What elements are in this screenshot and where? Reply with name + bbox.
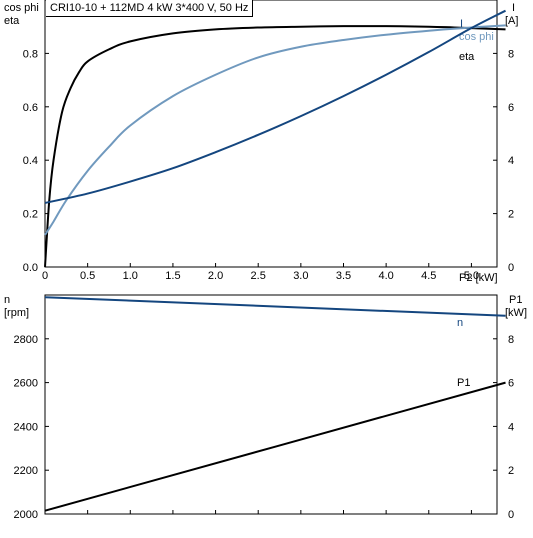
- top-left-tick-label: 0.6: [23, 102, 38, 114]
- top-right-axis-label-1: I: [512, 2, 515, 14]
- bottom-tick-group: 2000 2200 2400 2600 2800 0 2 4 6 8: [14, 334, 515, 521]
- n-series-label: n: [457, 317, 463, 329]
- p1-curve: [44, 381, 506, 512]
- top-right-tick-label: 4: [508, 155, 514, 167]
- cos-phi-curve: [44, 24, 506, 236]
- top-right-tick-label: 6: [508, 102, 514, 114]
- bottom-left-tick-label: 2200: [14, 465, 38, 477]
- top-right-tick-label: 2: [508, 209, 514, 221]
- bottom-left-tick-label: 2400: [14, 421, 38, 433]
- cos-phi-series-label: cos phi: [459, 31, 494, 43]
- top-left-tick-label: 0.8: [23, 48, 38, 60]
- top-x-tick-label: 1.5: [165, 270, 180, 282]
- top-x-axis-label: P2 [kW]: [459, 272, 498, 284]
- top-x-tick-label: 2.5: [251, 270, 266, 282]
- p1-series-label: P1: [457, 377, 470, 389]
- top-x-tick-label: 0.5: [80, 270, 95, 282]
- bottom-right-tick-label: 6: [508, 378, 514, 390]
- eta-series-label: eta: [459, 51, 475, 63]
- bottom-left-tick-label: 2800: [14, 334, 38, 346]
- i-curve: [44, 9, 506, 204]
- top-left-axis-label-2: eta: [4, 15, 20, 27]
- i-series-label: I: [460, 18, 463, 30]
- bottom-right-tick-label: 4: [508, 421, 514, 433]
- top-x-tick-label: 2.0: [208, 270, 223, 282]
- top-chart: cos phi eta I [A] P2 [kW] 0 0.5 1.0 1.5 2.0 2…: [4, 0, 518, 284]
- top-x-tick-label: 4.0: [378, 270, 393, 282]
- bottom-right-tick-label: 8: [508, 334, 514, 346]
- top-x-tick-label: 5.0: [464, 270, 479, 282]
- top-x-tick-label: 3.0: [293, 270, 308, 282]
- bottom-right-tick-label: 0: [508, 509, 514, 521]
- bottom-right-tick-label: 2: [508, 465, 514, 477]
- chart-title: CRI10-10 + 112MD 4 kW 3*400 V, 50 Hz: [46, 0, 254, 17]
- top-left-tick-label: 0.4: [23, 155, 38, 167]
- top-x-tick-label: 4.5: [421, 270, 436, 282]
- top-tick-group: 0 0.5 1.0 1.5 2.0 2.5 3.0 3.5 4.0 4.5 5.0 0.0 0.2 0.4…: [23, 48, 514, 282]
- bottom-left-axis-label-2: [rpm]: [4, 307, 29, 319]
- top-left-tick-label: 0.0: [23, 262, 38, 274]
- eta-curve: [44, 25, 506, 268]
- bottom-curve-group: n P1: [44, 296, 506, 512]
- top-right-axis-label-2: [A]: [505, 15, 518, 27]
- bottom-left-axis-label-1: n: [4, 294, 10, 306]
- top-left-axis-label-1: cos phi: [4, 2, 39, 14]
- top-x-tick-label: 3.5: [336, 270, 351, 282]
- bottom-right-axis-label-2: [kW]: [505, 307, 527, 319]
- top-x-tick-label: 1.0: [123, 270, 138, 282]
- top-x-tick-label: 0: [42, 270, 48, 282]
- bottom-right-axis-label-1: P1: [509, 294, 522, 306]
- top-plot-area: [44, 0, 498, 268]
- bottom-plot-area: [44, 294, 498, 515]
- n-curve: [44, 296, 506, 317]
- top-right-tick-label: 0: [508, 262, 514, 274]
- top-right-tick-label: 8: [508, 48, 514, 60]
- bottom-chart: n [rpm] P1 [kW] 2000 2200 2400 2600 2800 0 2 4 6…: [4, 294, 527, 521]
- bottom-left-tick-label: 2600: [14, 378, 38, 390]
- top-left-tick-label: 0.2: [23, 209, 38, 221]
- bottom-left-tick-label: 2000: [14, 509, 38, 521]
